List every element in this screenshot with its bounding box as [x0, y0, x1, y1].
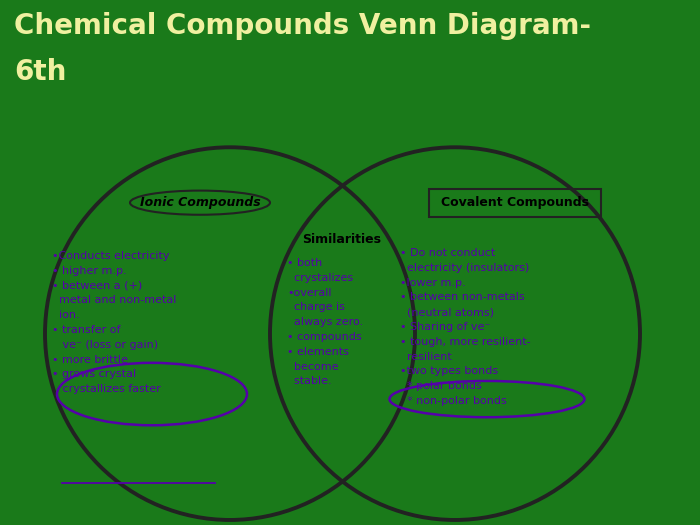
Text: 6th: 6th — [14, 58, 66, 86]
Text: Covalent Compounds: Covalent Compounds — [441, 196, 589, 209]
Text: Chemical Compounds Venn Diagram-: Chemical Compounds Venn Diagram- — [14, 12, 591, 40]
Text: Similarities: Similarities — [302, 234, 382, 246]
Text: Ionic Compounds: Ionic Compounds — [139, 196, 260, 209]
Text: • Do not conduct
  electricity (insulators)
•lower m.p.
• between non-metals
  (: • Do not conduct electricity (insulators… — [400, 248, 531, 406]
Text: •Conducts electricity
• higher m.p.
• between a (+)
  metal and non-metal
  ion.: •Conducts electricity • higher m.p. • be… — [52, 251, 176, 394]
Text: • both
  crystalizes
•overall
  charge is
  always zero.
• compounds
• elements
: • both crystalizes •overall charge is al… — [287, 258, 363, 386]
